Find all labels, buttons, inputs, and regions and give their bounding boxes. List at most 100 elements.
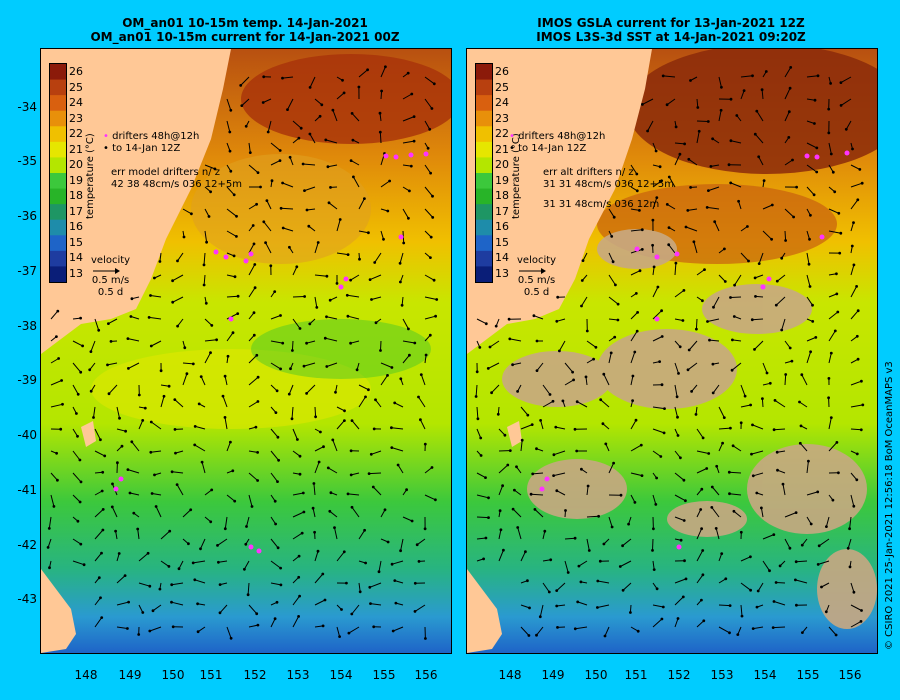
current-arrow [756, 110, 764, 122]
current-arrow-head [661, 74, 665, 78]
current-arrow [424, 467, 433, 474]
current-arrow-head [317, 460, 321, 464]
current-arrow-head [651, 243, 654, 247]
current-arrow-head [756, 589, 760, 593]
current-arrow-head [278, 149, 282, 152]
current-arrow-head [173, 428, 177, 431]
current-arrow-head [855, 334, 859, 338]
current-arrow-head [772, 533, 776, 536]
current-arrow-head [737, 199, 740, 203]
current-arrow-head [298, 594, 301, 598]
current-arrow-head [100, 551, 103, 555]
colorbar-swatch [476, 157, 492, 174]
current-arrow-head [76, 519, 80, 523]
current-arrow [542, 400, 554, 408]
current-arrow [111, 506, 118, 518]
error-legend: err alt drifters n/ z 31 31 48cm/s 036 1… [543, 167, 674, 211]
current-arrow-head [508, 449, 512, 452]
current-arrow-head [516, 390, 519, 393]
current-arrow-head [210, 488, 214, 492]
current-arrow [642, 98, 654, 105]
current-arrow [174, 399, 184, 408]
current-arrow-head [474, 395, 478, 398]
current-arrow [564, 560, 569, 573]
current-arrow-head [825, 525, 828, 528]
current-arrow-head [76, 392, 80, 396]
current-arrow-head [56, 478, 59, 482]
current-arrow [292, 511, 305, 518]
current-arrow-head [423, 527, 427, 531]
current-arrow-head [301, 162, 305, 166]
colorbar-swatch [50, 204, 66, 221]
current-arrow [151, 421, 162, 430]
current-arrow-head [262, 220, 266, 224]
current-arrow-head [765, 371, 769, 375]
current-arrow-head [484, 322, 488, 326]
colorbar-swatch [476, 110, 492, 127]
colorbar-tick: 15 [69, 236, 83, 249]
current-arrow [358, 198, 365, 210]
current-arrow-head [829, 351, 833, 355]
current-arrow-head [714, 527, 718, 530]
current-arrow [708, 186, 720, 192]
colorbar-tick: 17 [495, 205, 509, 218]
current-arrow-head [346, 314, 350, 318]
current-arrow-head [667, 175, 671, 179]
current-arrow-head [373, 261, 377, 264]
colorbar-tick: 13 [69, 267, 83, 280]
current-arrow [327, 164, 338, 168]
colorbar-tick: 24 [495, 96, 509, 109]
current-arrow [372, 486, 382, 496]
current-arrow-head [639, 443, 643, 447]
velocity-legend: velocity 0.5 m/s 0.5 d [517, 255, 556, 299]
current-arrow [647, 120, 654, 132]
current-arrow-head [175, 483, 179, 486]
current-arrow-head [775, 450, 779, 454]
current-arrow-head [327, 201, 331, 205]
current-arrow [248, 604, 258, 615]
current-arrow-head [244, 124, 248, 128]
current-arrow-head [594, 345, 598, 349]
current-arrow [663, 75, 676, 78]
current-arrow-head [106, 363, 109, 367]
colorbar-swatches [50, 64, 66, 282]
current-arrow [350, 274, 360, 281]
current-arrow-head [273, 617, 277, 621]
current-arrow-head [350, 612, 354, 616]
current-arrow-head [193, 443, 197, 447]
current-arrow [520, 440, 523, 452]
current-arrow-head [771, 626, 775, 629]
current-arrow-head [667, 226, 671, 230]
current-arrow-head [335, 282, 339, 285]
current-arrow-head [256, 400, 260, 403]
satellite-sst-map[interactable]: 26 25 24 23 22 21 20 19 18 17 16 15 14 1… [466, 48, 878, 654]
current-arrow-head [770, 237, 773, 241]
current-arrow [740, 384, 746, 397]
current-arrow-head [798, 441, 802, 445]
current-arrow-head [288, 155, 292, 159]
current-arrow [696, 620, 705, 628]
current-arrow [517, 527, 522, 540]
current-arrow-head [720, 552, 724, 555]
model-temperature-map[interactable]: 26 25 24 23 22 21 20 19 18 17 16 15 14 1… [40, 48, 452, 654]
current-arrow-head [137, 393, 141, 397]
current-arrow-head [187, 542, 190, 546]
current-arrow-head [788, 346, 792, 350]
current-arrow-head [603, 634, 607, 638]
current-arrow-head [613, 335, 617, 339]
current-arrow-head [478, 346, 482, 349]
left-title-line-1: OM_an01 10-15m temp. 14-Jan-2021 [122, 16, 368, 30]
current-arrow [247, 582, 250, 595]
current-arrow [72, 538, 82, 545]
current-arrow-head [148, 584, 152, 588]
current-arrow [806, 142, 818, 149]
current-arrow-head [776, 468, 779, 472]
current-arrow-head [723, 280, 727, 283]
current-arrow-head [281, 181, 284, 185]
current-arrow-head [750, 452, 753, 456]
current-arrow [696, 269, 705, 276]
current-arrow [762, 362, 768, 374]
current-arrow-head [349, 278, 352, 282]
current-arrow [774, 399, 786, 408]
current-arrow [796, 560, 808, 563]
